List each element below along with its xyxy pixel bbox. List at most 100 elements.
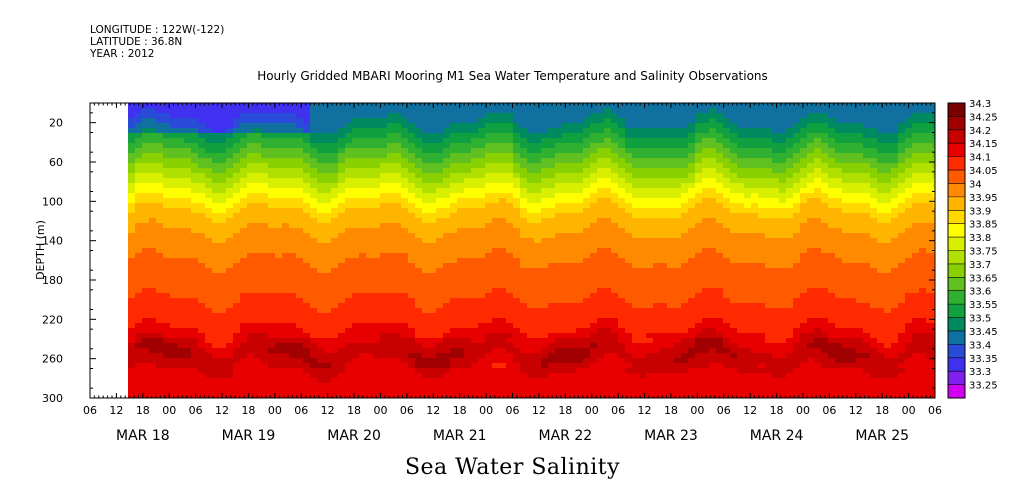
heatmap-cell <box>520 178 528 184</box>
heatmap-cell <box>618 353 626 359</box>
heatmap-cell <box>611 223 619 229</box>
heatmap-cell <box>331 288 339 294</box>
heatmap-cell <box>163 213 171 219</box>
heatmap-cell <box>156 388 164 394</box>
heatmap-cell <box>569 343 577 349</box>
heatmap-cell <box>597 353 605 359</box>
heatmap-cell <box>485 333 493 339</box>
heatmap-cell <box>156 303 164 309</box>
heatmap-cell <box>275 208 283 214</box>
heatmap-cell <box>198 388 206 394</box>
heatmap-cell <box>667 328 675 334</box>
heatmap-cell <box>310 123 318 129</box>
heatmap-cell <box>674 333 682 339</box>
heatmap-cell <box>394 348 402 354</box>
heatmap-cell <box>436 308 444 314</box>
heatmap-cell <box>716 133 724 139</box>
heatmap-cell <box>247 208 255 214</box>
heatmap-cell <box>219 188 227 194</box>
heatmap-cell <box>688 268 696 274</box>
heatmap-cell <box>240 263 248 269</box>
heatmap-cell <box>653 298 661 304</box>
heatmap-cell <box>674 218 682 224</box>
heatmap-cell <box>597 268 605 274</box>
heatmap-cell <box>240 288 248 294</box>
heatmap-cell <box>317 133 325 139</box>
heatmap-cell <box>555 143 563 149</box>
heatmap-cell <box>317 268 325 274</box>
heatmap-cell <box>681 108 689 114</box>
heatmap-cell <box>163 353 171 359</box>
heatmap-cell <box>282 163 290 169</box>
heatmap-cell <box>520 368 528 374</box>
heatmap-cell <box>653 343 661 349</box>
heatmap-cell <box>247 188 255 194</box>
heatmap-cell <box>457 373 465 379</box>
heatmap-cell <box>618 143 626 149</box>
heatmap-cell <box>177 123 185 129</box>
heatmap-cell <box>604 128 612 134</box>
heatmap-cell <box>177 178 185 184</box>
heatmap-cell <box>478 193 486 199</box>
heatmap-cell <box>275 373 283 379</box>
heatmap-cell <box>317 213 325 219</box>
heatmap-cell <box>688 333 696 339</box>
heatmap-cell <box>163 173 171 179</box>
heatmap-cell <box>212 343 220 349</box>
heatmap-cell <box>254 243 262 249</box>
heatmap-cell <box>443 218 451 224</box>
heatmap-cell <box>296 203 304 209</box>
heatmap-cell <box>695 258 703 264</box>
heatmap-cell <box>471 163 479 169</box>
heatmap-cell <box>527 188 535 194</box>
heatmap-cell <box>408 378 416 384</box>
heatmap-cell <box>646 263 654 269</box>
heatmap-cell <box>464 378 472 384</box>
heatmap-cell <box>317 173 325 179</box>
heatmap-cell <box>660 228 668 234</box>
heatmap-cell <box>247 133 255 139</box>
heatmap-cell <box>289 118 297 124</box>
heatmap-cell <box>240 238 248 244</box>
heatmap-cell <box>695 153 703 159</box>
heatmap-cell <box>618 233 626 239</box>
heatmap-cell <box>408 388 416 394</box>
heatmap-cell <box>268 203 276 209</box>
heatmap-cell <box>212 383 220 389</box>
heatmap-cell <box>170 248 178 254</box>
heatmap-cell <box>527 263 535 269</box>
heatmap-cell <box>576 188 584 194</box>
heatmap-cell <box>394 128 402 134</box>
heatmap-cell <box>569 133 577 139</box>
heatmap-cell <box>639 333 647 339</box>
heatmap-cell <box>226 328 234 334</box>
heatmap-cell <box>492 263 500 269</box>
heatmap-cell <box>401 253 409 259</box>
heatmap-cell <box>513 358 521 364</box>
heatmap-cell <box>422 113 430 119</box>
heatmap-cell <box>513 318 521 324</box>
heatmap-cell <box>177 243 185 249</box>
heatmap-cell <box>653 193 661 199</box>
heatmap-cell <box>198 363 206 369</box>
heatmap-cell <box>184 388 192 394</box>
heatmap-cell <box>177 303 185 309</box>
heatmap-cell <box>282 183 290 189</box>
heatmap-cell <box>702 313 710 319</box>
heatmap-cell <box>471 118 479 124</box>
heatmap-cell <box>576 118 584 124</box>
heatmap-cell <box>212 163 220 169</box>
heatmap-cell <box>317 193 325 199</box>
heatmap-cell <box>289 248 297 254</box>
heatmap-cell <box>436 378 444 384</box>
heatmap-cell <box>590 183 598 189</box>
heatmap-cell <box>520 243 528 249</box>
heatmap-cell <box>569 278 577 284</box>
heatmap-cell <box>646 258 654 264</box>
heatmap-cell <box>471 383 479 389</box>
heatmap-cell <box>261 323 269 329</box>
heatmap-cell <box>527 333 535 339</box>
heatmap-cell <box>688 338 696 344</box>
heatmap-cell <box>709 298 717 304</box>
heatmap-cell <box>135 353 143 359</box>
